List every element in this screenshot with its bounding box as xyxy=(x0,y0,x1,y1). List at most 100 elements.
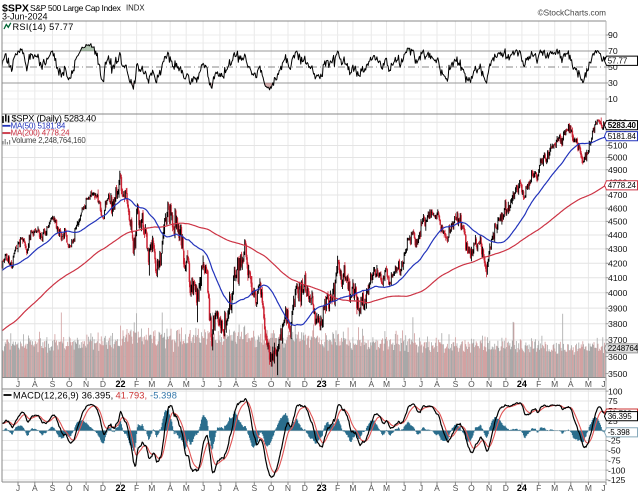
svg-text:M: M xyxy=(383,379,390,389)
svg-text:J: J xyxy=(419,379,423,389)
svg-text:A: A xyxy=(32,483,38,493)
svg-text:J: J xyxy=(218,483,222,493)
svg-text:M: M xyxy=(585,379,592,389)
svg-text:O: O xyxy=(468,483,475,493)
svg-text:24: 24 xyxy=(517,379,527,389)
svg-text:O: O xyxy=(468,379,475,389)
svg-text:5100: 5100 xyxy=(608,141,627,151)
svg-text:4900: 4900 xyxy=(608,165,627,175)
svg-text:-125: -125 xyxy=(608,475,626,485)
svg-text:4100: 4100 xyxy=(608,273,627,283)
svg-text:F: F xyxy=(335,483,340,493)
svg-text:Volume 2,248,764,160: Volume 2,248,764,160 xyxy=(12,136,87,145)
svg-text:A: A xyxy=(568,379,574,389)
svg-text:5181.84: 5181.84 xyxy=(608,132,637,141)
svg-text:75: 75 xyxy=(608,396,618,406)
svg-text:M: M xyxy=(585,483,592,493)
svg-text:INDX: INDX xyxy=(126,4,145,13)
svg-text:M: M xyxy=(349,483,356,493)
svg-text:M: M xyxy=(183,379,190,389)
svg-text:M: M xyxy=(383,483,390,493)
svg-text:5000: 5000 xyxy=(608,153,627,163)
svg-text:O: O xyxy=(268,379,275,389)
svg-text:-100: -100 xyxy=(608,465,626,475)
svg-text:D: D xyxy=(503,379,509,389)
svg-text:3500: 3500 xyxy=(608,369,627,379)
svg-text:30: 30 xyxy=(608,78,618,88)
svg-text:3700: 3700 xyxy=(608,335,627,345)
svg-text:50: 50 xyxy=(608,62,618,72)
svg-text:F: F xyxy=(536,483,541,493)
svg-text:70: 70 xyxy=(608,46,618,56)
svg-text:4200: 4200 xyxy=(608,258,627,268)
svg-text:D: D xyxy=(503,483,509,493)
svg-text:A: A xyxy=(434,483,440,493)
svg-text:-5.398: -5.398 xyxy=(608,428,631,437)
svg-text:3900: 3900 xyxy=(608,303,627,313)
svg-text:23: 23 xyxy=(317,379,327,389)
svg-text:22: 22 xyxy=(116,483,126,493)
svg-text:©StockCharts.com: ©StockCharts.com xyxy=(538,9,607,18)
svg-text:36.395: 36.395 xyxy=(608,412,633,421)
svg-text:3800: 3800 xyxy=(608,319,627,329)
svg-text:A: A xyxy=(568,483,574,493)
svg-text:22: 22 xyxy=(116,379,126,389)
svg-text:J: J xyxy=(402,483,406,493)
svg-text:J: J xyxy=(601,379,605,389)
svg-text:J: J xyxy=(201,483,205,493)
svg-text:$SPX (Daily) 5283.40: $SPX (Daily) 5283.40 xyxy=(12,114,96,124)
svg-text:O: O xyxy=(66,379,73,389)
svg-text:D: D xyxy=(100,483,106,493)
svg-text:N: N xyxy=(83,483,89,493)
svg-text:M: M xyxy=(349,379,356,389)
svg-text:N: N xyxy=(285,379,291,389)
svg-text:J: J xyxy=(16,379,20,389)
svg-text:3600: 3600 xyxy=(608,352,627,362)
svg-text:90: 90 xyxy=(608,30,618,40)
svg-text:57.77: 57.77 xyxy=(608,57,628,66)
svg-text:MA(50) 5181.84: MA(50) 5181.84 xyxy=(11,122,66,131)
svg-text:M: M xyxy=(148,379,155,389)
svg-text:MACD(12,26,9) 36.395,: MACD(12,26,9) 36.395, xyxy=(13,391,113,401)
svg-text:A: A xyxy=(434,379,440,389)
svg-text:J: J xyxy=(601,483,605,493)
svg-text:N: N xyxy=(285,483,291,493)
svg-text:$SPX: $SPX xyxy=(2,3,29,15)
svg-text:100: 100 xyxy=(608,386,623,396)
svg-text:5283.40: 5283.40 xyxy=(608,121,637,130)
svg-text:D: D xyxy=(302,379,308,389)
svg-text:4778.24: 4778.24 xyxy=(608,181,637,190)
svg-text:F: F xyxy=(134,483,139,493)
svg-text:D: D xyxy=(100,379,106,389)
svg-text:-75: -75 xyxy=(608,455,621,465)
svg-text:4700: 4700 xyxy=(608,190,627,200)
svg-text:-50: -50 xyxy=(608,446,621,456)
svg-text:41.793,: 41.793, xyxy=(116,391,148,401)
svg-text:A: A xyxy=(233,379,239,389)
svg-text:4500: 4500 xyxy=(608,217,627,227)
svg-text:O: O xyxy=(268,483,275,493)
svg-text:J: J xyxy=(402,379,406,389)
svg-text:4000: 4000 xyxy=(608,288,627,298)
svg-text:M: M xyxy=(148,483,155,493)
svg-text:3-Jun-2024: 3-Jun-2024 xyxy=(2,12,48,22)
svg-text:MA(200) 4778.24: MA(200) 4778.24 xyxy=(11,129,71,138)
svg-text:4300: 4300 xyxy=(608,244,627,254)
svg-text:D: D xyxy=(302,483,308,493)
svg-text:-25: -25 xyxy=(608,436,621,446)
svg-text:RSI(14) 57.77: RSI(14) 57.77 xyxy=(13,22,74,32)
svg-text:A: A xyxy=(368,483,374,493)
svg-text:F: F xyxy=(536,379,541,389)
svg-text:2248764: 2248764 xyxy=(608,344,639,353)
svg-text:N: N xyxy=(486,379,492,389)
svg-text:A: A xyxy=(368,379,374,389)
svg-text:A: A xyxy=(167,379,173,389)
svg-text:A: A xyxy=(233,483,239,493)
svg-text:F: F xyxy=(134,379,139,389)
svg-text:S: S xyxy=(251,379,257,389)
svg-text:23: 23 xyxy=(317,483,327,493)
svg-text:M: M xyxy=(551,483,558,493)
svg-text:A: A xyxy=(167,483,173,493)
svg-text:J: J xyxy=(201,379,205,389)
svg-text:M: M xyxy=(183,483,190,493)
